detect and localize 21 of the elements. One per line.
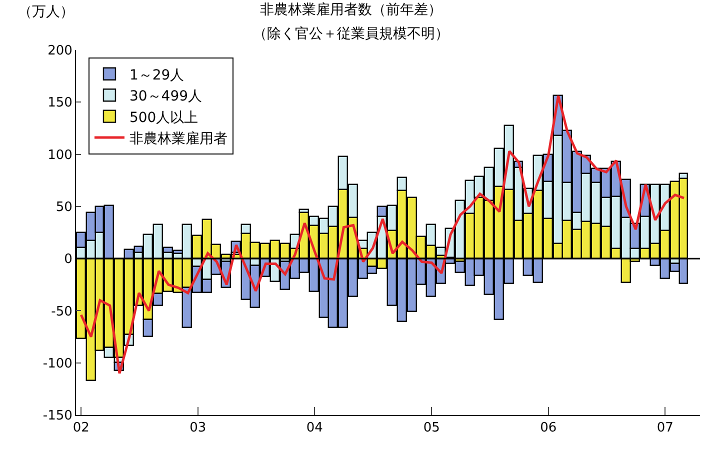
x-tick-label: 07 (656, 420, 674, 436)
x-tick-label: 06 (540, 420, 557, 436)
x-tick-label: 04 (306, 420, 323, 436)
chart-subtitle: （除く官公＋従業員規模不明） (253, 26, 449, 42)
chart-title: 非農林業雇用者数（前年差） (260, 2, 442, 18)
x-tick-label: 03 (190, 420, 206, 436)
y-tick-label: 200 (48, 44, 72, 59)
y-tick-label: -150 (42, 408, 72, 424)
y-tick-label: 0 (64, 252, 72, 268)
legend-label: 30～499人 (129, 88, 202, 105)
legend-label: 1～29人 (129, 67, 184, 84)
legend-label: 500人以上 (129, 110, 198, 126)
y-tick-label: 100 (48, 148, 72, 163)
legend-label: 非農林業雇用者 (129, 130, 228, 147)
y-tick-label: 50 (56, 200, 72, 215)
y-tick-label: -50 (51, 304, 72, 320)
x-tick-label: 02 (72, 420, 90, 436)
x-tick-label: 05 (423, 420, 440, 436)
y-axis-title: （万人） (18, 4, 74, 20)
y-tick-label: -100 (42, 356, 72, 372)
y-tick-label: 150 (48, 96, 72, 111)
